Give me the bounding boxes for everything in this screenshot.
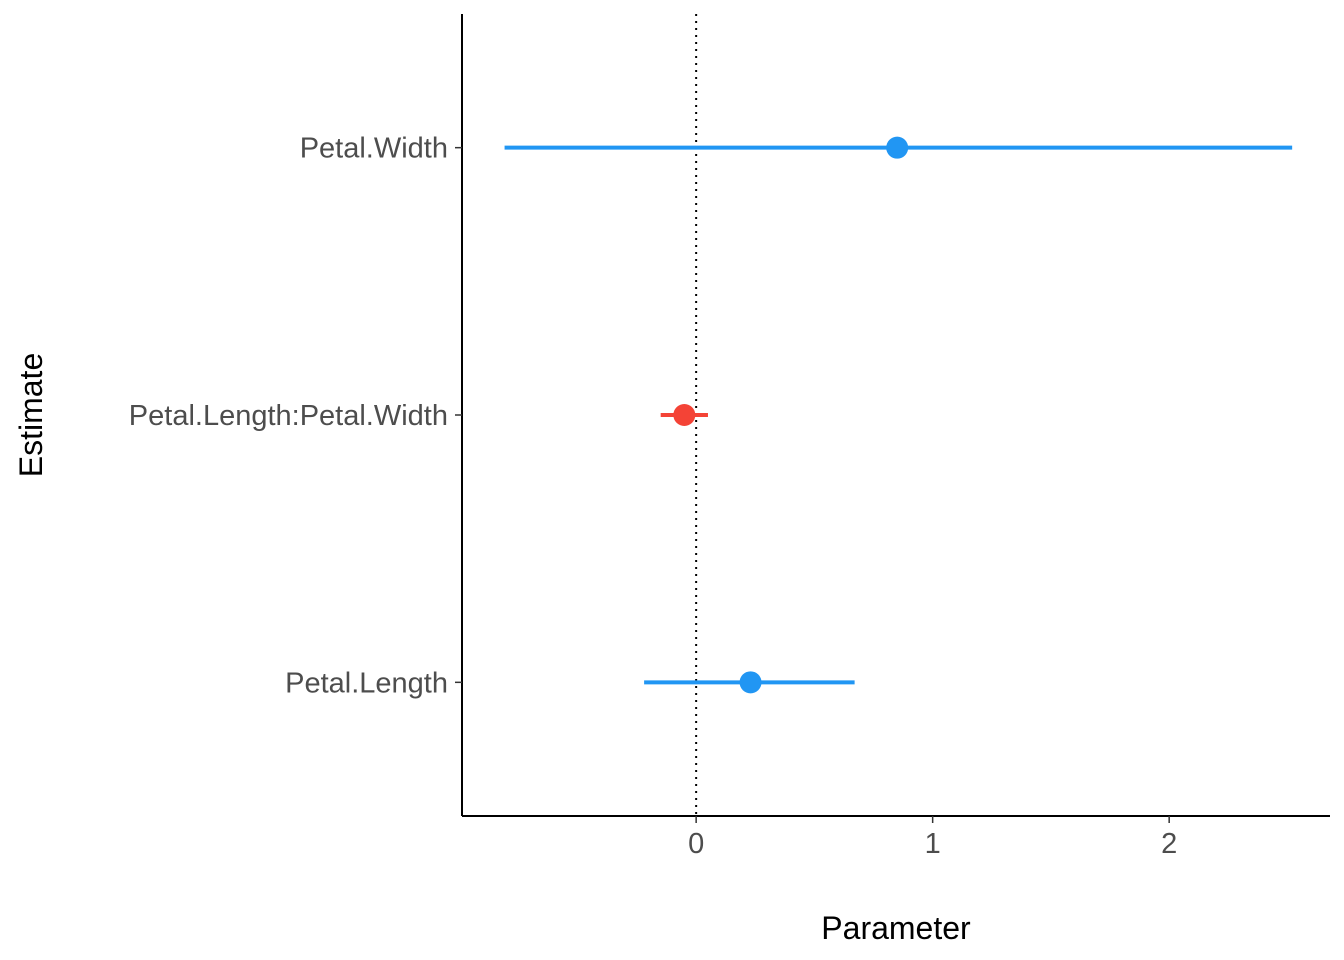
estimate-point xyxy=(739,671,762,694)
y-axis-title: Estimate xyxy=(13,353,49,477)
x-tick-label: 0 xyxy=(688,828,704,860)
y-tick-label: Petal.Length:Petal.Width xyxy=(129,400,448,432)
estimate-point xyxy=(673,404,696,426)
x-tick-label: 2 xyxy=(1161,828,1177,860)
x-axis-ticks: 0 1 2 xyxy=(688,816,1177,860)
x-axis-title: Parameter xyxy=(821,910,971,946)
plot-marks xyxy=(504,14,1293,816)
y-tick-label: Petal.Length xyxy=(285,667,448,699)
estimate-point xyxy=(886,136,909,159)
y-axis-ticks: Petal.Width Petal.Length:Petal.Width Petal… xyxy=(129,133,462,699)
x-tick-label: 1 xyxy=(925,828,941,860)
y-tick-label: Petal.Width xyxy=(300,133,448,165)
